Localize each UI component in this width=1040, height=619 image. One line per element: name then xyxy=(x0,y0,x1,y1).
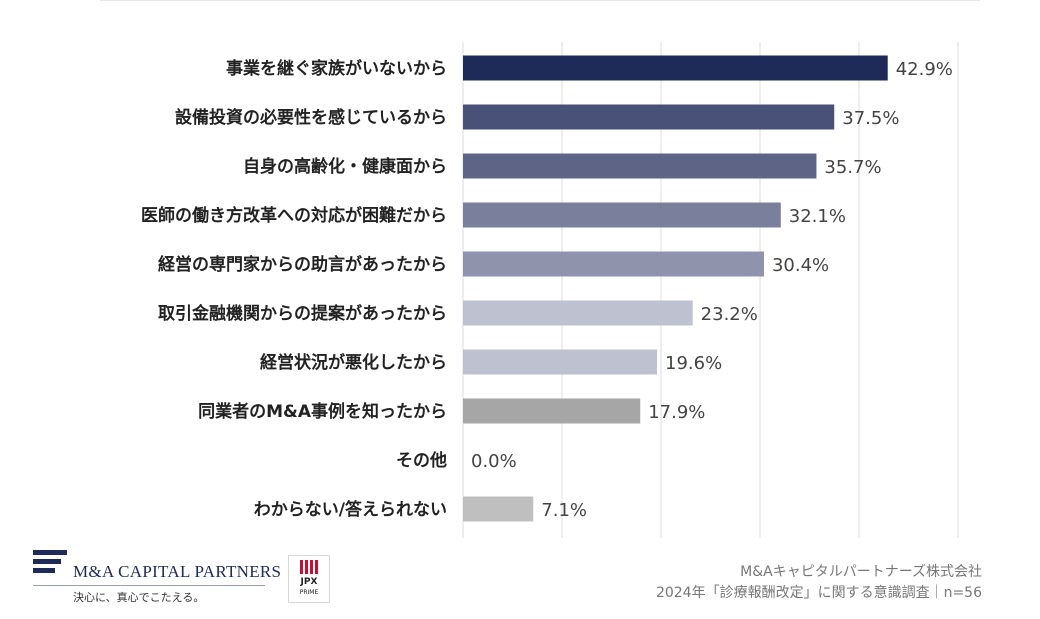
data-label: 30.4% xyxy=(772,255,829,276)
bar xyxy=(463,104,835,130)
bar xyxy=(463,153,817,179)
category-label: その他 xyxy=(396,450,447,471)
data-label: 35.7% xyxy=(824,157,881,178)
jpx-label: JPX xyxy=(300,577,318,587)
bar xyxy=(463,251,764,277)
category-label: 同業者のM&A事例を知ったから xyxy=(198,401,447,422)
category-label: 事業を継ぐ家族がいないから xyxy=(226,58,447,79)
bar xyxy=(463,496,534,522)
bar xyxy=(463,300,693,326)
category-label: 経営状況が悪化したから xyxy=(260,352,447,373)
credit-survey: 2024年「診療報酬改定」に関する意識調査｜n=56 xyxy=(655,585,982,601)
value-labels: 42.9% 37.5% 35.7% 32.1% 30.4% 23.2% 19.6% 17.9%… xyxy=(471,59,953,521)
bar xyxy=(463,55,888,81)
bar-chart: 事業を継ぐ家族がいないから設備投資の必要性を感じているから自身の高齢化・健康面か… xyxy=(141,42,959,538)
company-name: M&A CAPITAL PARTNERS xyxy=(73,562,282,581)
category-label: 取引金融機関からの提案があったから xyxy=(158,303,447,324)
bars xyxy=(463,55,888,522)
data-label: 37.5% xyxy=(842,108,899,129)
logo-mark-icon xyxy=(33,548,67,578)
data-label: 17.9% xyxy=(648,402,705,423)
data-label: 19.6% xyxy=(665,353,722,374)
data-label: 32.1% xyxy=(789,206,846,227)
jpx-mark-icon xyxy=(300,560,318,574)
logo-divider xyxy=(33,585,265,586)
company-tagline: 決心に、真心でこたえる。 xyxy=(73,592,205,604)
category-label: わからない/答えられない xyxy=(254,499,447,520)
bar xyxy=(463,202,781,228)
category-label: 経営の専門家からの助言があったから xyxy=(158,254,447,275)
prime-label: PRIME xyxy=(299,589,319,596)
data-label: 0.0% xyxy=(471,451,517,472)
category-label: 医師の働き方改革への対応が困難だから xyxy=(141,205,447,226)
bar xyxy=(463,349,658,375)
credit-company: M&Aキャピタルパートナーズ株式会社 xyxy=(740,564,982,580)
company-logo: M&A CAPITAL PARTNERS 決心に、真心でこたえる。 xyxy=(33,548,281,608)
category-label: 設備投資の必要性を感じているから xyxy=(175,107,447,128)
data-label: 42.9% xyxy=(896,59,953,80)
data-label: 23.2% xyxy=(701,304,758,325)
category-labels: 事業を継ぐ家族がいないから設備投資の必要性を感じているから自身の高齢化・健康面か… xyxy=(141,58,447,520)
category-label: 自身の高齢化・健康面から xyxy=(243,156,447,177)
jpx-prime-badge: JPX PRIME xyxy=(288,555,330,603)
data-label: 7.1% xyxy=(541,500,587,521)
bar xyxy=(463,398,641,424)
source-credit: M&Aキャピタルパートナーズ株式会社 2024年「診療報酬改定」に関する意識調査… xyxy=(656,562,982,604)
top-divider xyxy=(100,0,980,1)
